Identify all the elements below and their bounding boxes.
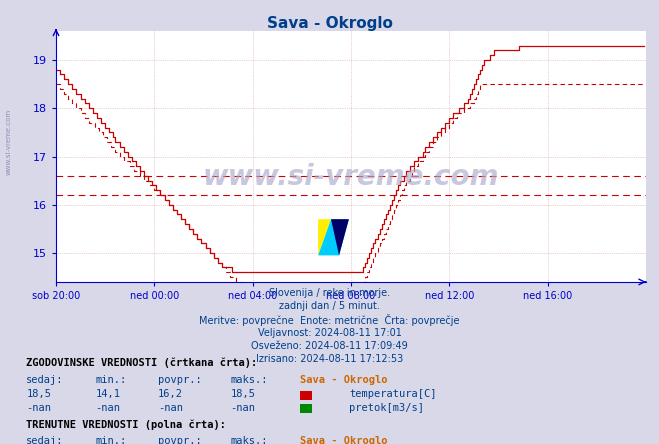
Polygon shape	[318, 219, 331, 255]
Text: Osveženo: 2024-08-11 17:09:49: Osveženo: 2024-08-11 17:09:49	[251, 341, 408, 351]
Text: maks.:: maks.:	[231, 375, 268, 385]
Text: min.:: min.:	[96, 436, 127, 444]
Text: Slovenija / reke in morje.: Slovenija / reke in morje.	[269, 288, 390, 298]
Text: Izrisano: 2024-08-11 17:12:53: Izrisano: 2024-08-11 17:12:53	[256, 354, 403, 365]
Text: povpr.:: povpr.:	[158, 436, 202, 444]
Text: Sava - Okroglo: Sava - Okroglo	[300, 436, 387, 444]
Text: 18,5: 18,5	[231, 389, 256, 400]
Text: www.si-vreme.com: www.si-vreme.com	[203, 163, 499, 190]
Text: -nan: -nan	[26, 403, 51, 413]
Text: sedaj:: sedaj:	[26, 375, 64, 385]
Polygon shape	[318, 219, 349, 255]
Text: -nan: -nan	[96, 403, 121, 413]
Polygon shape	[331, 219, 349, 255]
Text: zadnji dan / 5 minut.: zadnji dan / 5 minut.	[279, 301, 380, 311]
Text: 16,2: 16,2	[158, 389, 183, 400]
Text: temperatura[C]: temperatura[C]	[349, 389, 437, 400]
Text: Sava - Okroglo: Sava - Okroglo	[300, 375, 387, 385]
Text: Meritve: povprečne  Enote: metrične  Črta: povprečje: Meritve: povprečne Enote: metrične Črta:…	[199, 314, 460, 326]
Text: min.:: min.:	[96, 375, 127, 385]
Text: TRENUTNE VREDNOSTI (polna črta):: TRENUTNE VREDNOSTI (polna črta):	[26, 419, 226, 430]
Text: sedaj:: sedaj:	[26, 436, 64, 444]
Text: maks.:: maks.:	[231, 436, 268, 444]
Text: 18,5: 18,5	[26, 389, 51, 400]
Text: povpr.:: povpr.:	[158, 375, 202, 385]
Text: pretok[m3/s]: pretok[m3/s]	[349, 403, 424, 413]
Text: ZGODOVINSKE VREDNOSTI (črtkana črta):: ZGODOVINSKE VREDNOSTI (črtkana črta):	[26, 358, 258, 369]
Text: www.si-vreme.com: www.si-vreme.com	[5, 109, 11, 175]
Text: -nan: -nan	[158, 403, 183, 413]
Text: -nan: -nan	[231, 403, 256, 413]
Text: 14,1: 14,1	[96, 389, 121, 400]
Text: Sava - Okroglo: Sava - Okroglo	[266, 16, 393, 31]
Text: Veljavnost: 2024-08-11 17:01: Veljavnost: 2024-08-11 17:01	[258, 328, 401, 338]
